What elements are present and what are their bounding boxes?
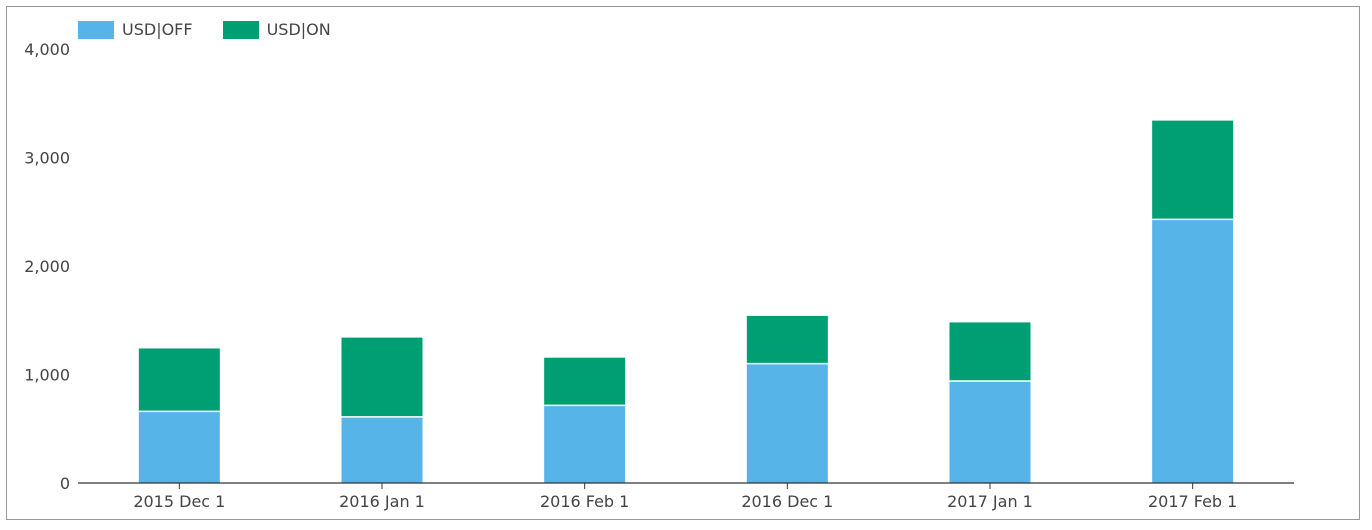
- legend-swatch-usd-on: [222, 20, 259, 39]
- bar-segment: [746, 315, 828, 364]
- chart-frame: [6, 6, 1360, 520]
- legend-swatch-usd-off: [78, 20, 114, 39]
- x-tick-label: 2017 Feb 1: [1148, 492, 1237, 511]
- x-tick-label: 2016 Feb 1: [540, 492, 629, 511]
- bar-segment: [746, 363, 828, 483]
- bar-segment: [949, 322, 1031, 382]
- x-tick-label: 2016 Jan 1: [339, 492, 425, 511]
- bar-segment: [949, 381, 1031, 483]
- bar-segment: [138, 348, 220, 412]
- y-tick-label: 1,000: [24, 366, 70, 385]
- y-tick-label: 4,000: [24, 40, 70, 59]
- bar-segment: [341, 337, 423, 417]
- x-tick-label: 2017 Jan 1: [947, 492, 1033, 511]
- bar-segment: [1152, 219, 1234, 483]
- y-tick-label: 3,000: [24, 149, 70, 168]
- x-tick-label: 2016 Dec 1: [741, 492, 833, 511]
- legend: USD|OFF USD|ON: [78, 20, 361, 39]
- legend-label-usd-on: USD|ON: [266, 20, 331, 39]
- legend-label-usd-off: USD|OFF: [122, 20, 193, 39]
- x-tick-label: 2015 Dec 1: [133, 492, 225, 511]
- legend-item-usd-on: USD|ON: [222, 20, 331, 39]
- bar-segment: [544, 405, 626, 483]
- bar-segment: [341, 416, 423, 483]
- y-tick-label: 2,000: [24, 257, 70, 276]
- legend-item-usd-off: USD|OFF: [78, 20, 193, 39]
- bar-segment: [138, 411, 220, 483]
- y-tick-label: 0: [60, 474, 70, 493]
- bar-segment: [544, 357, 626, 406]
- bar-segment: [1152, 120, 1234, 220]
